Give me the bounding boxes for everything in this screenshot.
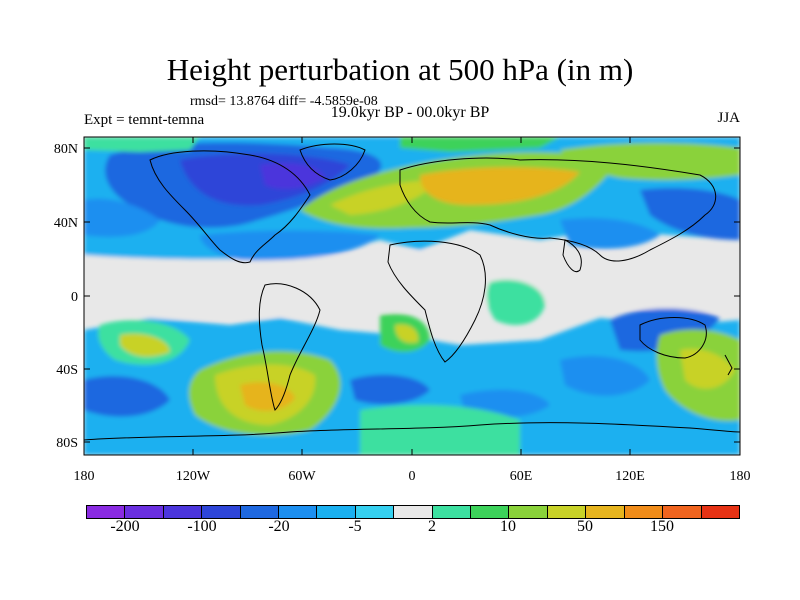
colorbar-label: -20 <box>268 518 290 535</box>
colorbar-label: 50 <box>577 518 593 535</box>
colorbar-label: -100 <box>187 518 217 535</box>
plot-title: Height perturbation at 500 hPa (in m) <box>166 52 634 87</box>
lon-label-180w: 180 <box>74 469 95 484</box>
colorbar-swatch <box>240 506 280 518</box>
colorbar-swatch <box>624 506 664 518</box>
colorbar-label: 150 <box>650 518 674 535</box>
lat-label-80s: 80S <box>56 436 78 451</box>
season-label: JJA <box>717 110 740 126</box>
colorbar-swatch <box>586 506 625 518</box>
colorbar-swatch <box>701 506 739 518</box>
colorbar-swatch <box>432 506 472 518</box>
period-label: 19.0kyr BP - 00.0kyr BP <box>330 104 490 121</box>
lat-label-80n: 80N <box>54 142 78 157</box>
colorbar <box>86 505 740 519</box>
lon-label-180e: 180 <box>730 469 751 484</box>
lon-label-60e: 60E <box>510 469 533 484</box>
rmsd-stats: rmsd= 13.8764 diff= -4.5859e-08 <box>190 94 378 109</box>
colorbar-swatch <box>663 506 702 518</box>
colorbar-swatch <box>509 506 548 518</box>
lon-label-120w: 120W <box>176 469 211 484</box>
coastlines <box>84 143 740 441</box>
colorbar-swatch <box>471 506 510 518</box>
lat-tick-marks <box>84 147 740 443</box>
lon-label-0: 0 <box>409 469 416 484</box>
colorbar-swatch <box>87 506 126 518</box>
experiment-label: Expt = temnt-temna <box>84 112 205 128</box>
lat-label-40s: 40S <box>56 363 78 378</box>
colorbar-swatch <box>202 506 241 518</box>
colorbar-label: 2 <box>428 518 436 535</box>
lon-label-120e: 120E <box>615 469 645 484</box>
contour-field <box>84 137 740 455</box>
colorbar-labels: -200 -100 -20 -5 2 10 50 150 <box>0 518 800 542</box>
colorbar-swatch <box>163 506 203 518</box>
colorbar-swatch <box>394 506 433 518</box>
colorbar-swatch <box>355 506 395 518</box>
lon-label-60w: 60W <box>288 469 316 484</box>
colorbar-label: 10 <box>500 518 516 535</box>
colorbar-swatch <box>279 506 318 518</box>
colorbar-swatch <box>125 506 164 518</box>
colorbar-label: -200 <box>110 518 140 535</box>
colorbar-label: -5 <box>348 518 362 535</box>
lat-label-40n: 40N <box>54 216 78 231</box>
colorbar-swatch <box>317 506 356 518</box>
lon-tick-marks <box>83 137 741 455</box>
lat-label-0: 0 <box>71 290 78 305</box>
colorbar-swatch <box>547 506 587 518</box>
